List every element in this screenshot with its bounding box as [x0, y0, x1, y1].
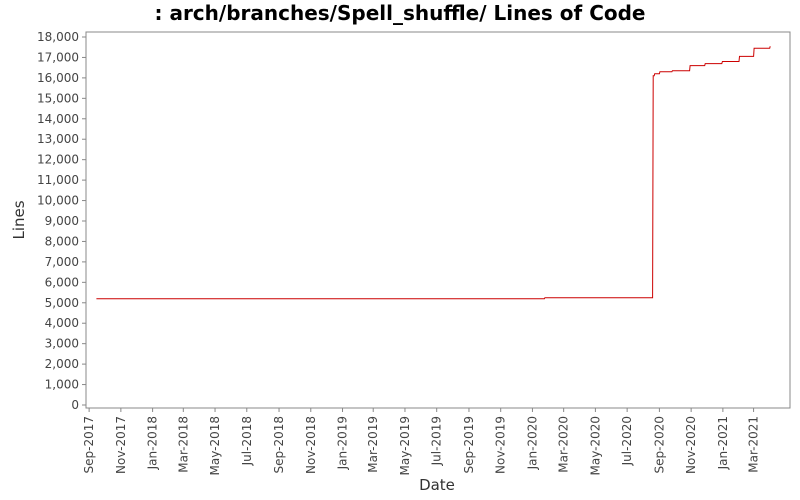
y-tick-label: 1,000 — [45, 378, 79, 392]
x-tick-label: Sep-2017 — [82, 416, 96, 474]
y-tick-label: 7,000 — [45, 255, 79, 269]
x-tick-label: Sep-2019 — [462, 416, 476, 474]
y-tick-label: 14,000 — [37, 112, 79, 126]
x-tick-label: Jul-2019 — [430, 416, 444, 466]
plot-area — [85, 31, 791, 409]
x-tick-label: Nov-2017 — [114, 416, 128, 474]
series-layer — [96, 46, 771, 300]
x-tick-label: Mar-2021 — [747, 416, 761, 473]
y-tick-label: 18,000 — [37, 30, 79, 44]
y-tick-label: 12,000 — [37, 153, 79, 167]
y-tick-label: 8,000 — [45, 234, 79, 248]
y-tick-label: 15,000 — [37, 91, 79, 105]
y-tick-label: 2,000 — [45, 357, 79, 371]
x-tick-label: Jul-2020 — [620, 416, 634, 466]
x-tick-label: May-2019 — [398, 416, 412, 475]
x-tick-label: Sep-2018 — [272, 416, 286, 474]
y-axis-label: Lines — [10, 200, 28, 239]
x-tick-label: Sep-2020 — [652, 416, 666, 474]
x-tick-label: Nov-2019 — [494, 416, 508, 474]
x-tick-label: Mar-2018 — [176, 416, 190, 473]
y-tick-label: 11,000 — [37, 173, 79, 187]
y-tick-label: 0 — [71, 398, 79, 412]
y-tick-label: 13,000 — [37, 132, 79, 146]
x-tick-label: Jul-2018 — [240, 416, 254, 466]
y-tick-label: 6,000 — [45, 275, 79, 289]
x-tick-label: Nov-2018 — [304, 416, 318, 474]
x-tick-label: Nov-2020 — [684, 416, 698, 474]
series-line — [96, 46, 771, 300]
x-tick-label: May-2018 — [208, 416, 222, 475]
x-tick-label: Jan-2021 — [716, 416, 730, 470]
y-tick-label: 16,000 — [37, 71, 79, 85]
x-axis: Sep-2017 Nov-2017 Jan-2018 Mar-2018 May-2018… — [82, 408, 761, 475]
x-tick-label: May-2020 — [588, 416, 602, 475]
y-tick-label: 17,000 — [37, 50, 79, 64]
y-axis: 0 1,000 2,000 3,000 4,000 5,000 6,000 7,000 8,00… — [37, 30, 86, 412]
x-tick-label: Jan-2020 — [525, 416, 539, 470]
x-tick-label: Jan-2018 — [146, 416, 160, 470]
y-tick-label: 9,000 — [45, 214, 79, 228]
y-tick-label: 5,000 — [45, 296, 79, 310]
y-tick-label: 10,000 — [37, 194, 79, 208]
x-tick-label: Mar-2019 — [366, 416, 380, 473]
x-axis-label: Date — [419, 476, 455, 494]
y-tick-label: 3,000 — [45, 337, 79, 351]
chart-title: : arch/branches/Spell_shuffle/ Lines of … — [154, 1, 645, 25]
x-tick-label: Jan-2019 — [336, 416, 350, 470]
y-tick-label: 4,000 — [45, 316, 79, 330]
x-tick-label: Mar-2020 — [557, 416, 571, 473]
